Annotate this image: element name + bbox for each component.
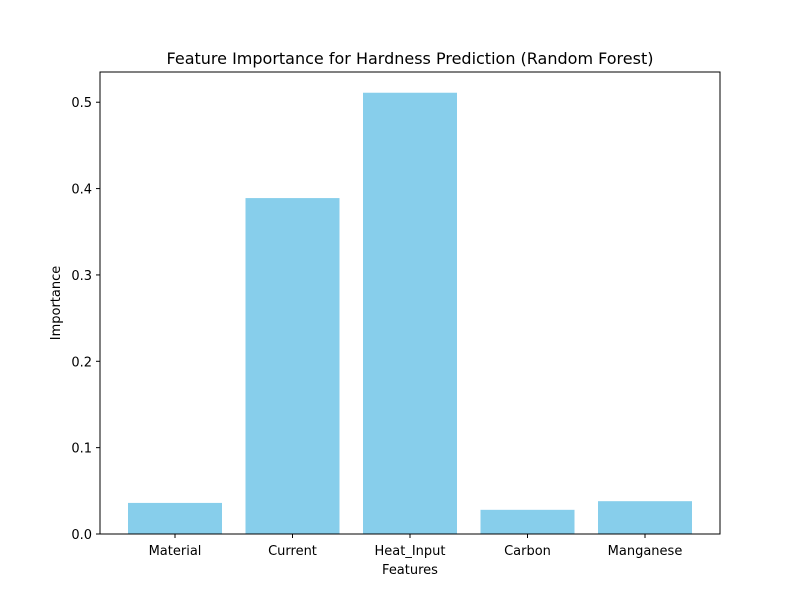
bar-carbon bbox=[480, 509, 575, 534]
bar-manganese bbox=[598, 501, 692, 534]
y-tick-label: 0.0 bbox=[71, 528, 92, 543]
chart-title: Feature Importance for Hardness Predicti… bbox=[167, 49, 654, 68]
y-axis: 0.0 0.1 0.2 0.3 0.4 0.5 bbox=[71, 96, 100, 543]
y-tick-label: 0.1 bbox=[71, 442, 92, 457]
bar-heat-input bbox=[363, 92, 457, 535]
y-tick-label: 0.5 bbox=[71, 96, 92, 111]
x-tick-label: Material bbox=[149, 544, 202, 559]
x-tick-label: Heat_Input bbox=[375, 544, 446, 559]
x-axis-label: Features bbox=[382, 563, 438, 578]
x-tick-label: Current bbox=[268, 544, 317, 559]
x-tick-label: Manganese bbox=[608, 544, 683, 559]
y-tick-label: 0.4 bbox=[71, 183, 92, 198]
bar-material bbox=[128, 502, 222, 534]
x-axis: Material Current Heat_Input Carbon Manganese bbox=[149, 534, 683, 559]
y-tick-label: 0.3 bbox=[71, 269, 92, 284]
x-tick-label: Carbon bbox=[504, 544, 551, 559]
plot-frame bbox=[99, 71, 721, 535]
y-tick-label: 0.2 bbox=[71, 355, 92, 370]
bars-group bbox=[128, 92, 692, 535]
bar-current bbox=[245, 198, 340, 535]
y-axis-label: Importance bbox=[49, 266, 64, 341]
